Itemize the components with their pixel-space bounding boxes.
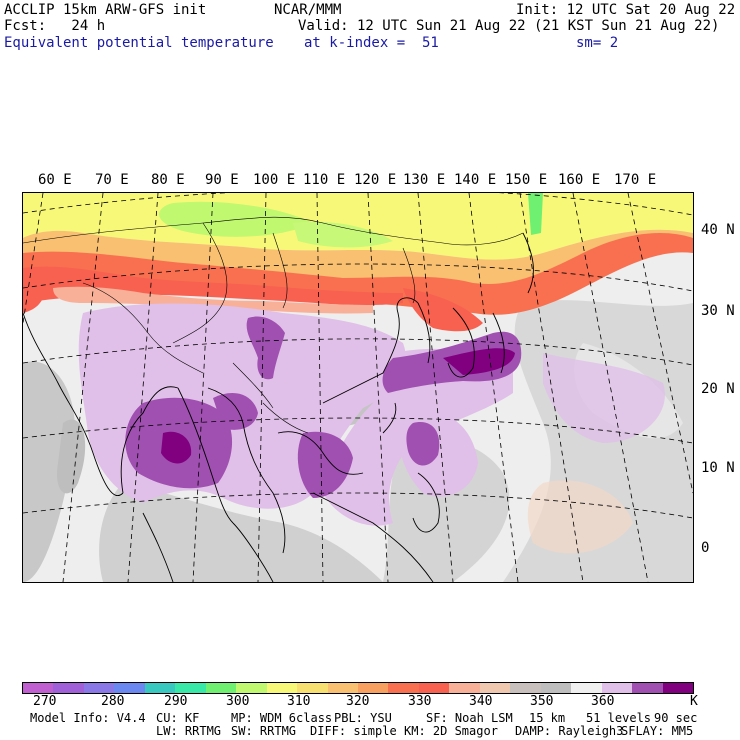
institution: NCAR/MMM	[274, 2, 342, 18]
colorbar-swatch	[662, 683, 693, 693]
footer-item: DIFF: simple	[310, 724, 397, 738]
lon-label: 70 E	[95, 172, 129, 188]
dark-purple-region	[406, 422, 440, 466]
equivalent-potential-temperature-map	[22, 192, 694, 583]
smoothing: sm= 2	[576, 35, 619, 51]
graticule	[23, 193, 693, 582]
colorbar-swatch	[510, 683, 541, 693]
colorbar-tick: 340	[469, 694, 493, 709]
level-index: at k-index = 51	[304, 35, 439, 51]
footer-item: CU: KF	[156, 711, 200, 725]
lon-label: 120 E	[354, 172, 397, 188]
lon-label: 60 E	[38, 172, 72, 188]
colorbar-tick: 280	[101, 694, 125, 709]
footer-item: SFLAY: MM5	[621, 724, 694, 738]
country-borders	[23, 216, 524, 434]
lat-label: 20 N	[701, 381, 735, 397]
lon-label: 130 E	[403, 172, 446, 188]
colorbar-swatch	[571, 683, 602, 693]
dark-purple-region	[297, 431, 353, 498]
colorbar-swatch	[114, 683, 145, 693]
footer-item: MP: WDM 6class	[231, 711, 333, 725]
colorbar-tick: 330	[408, 694, 432, 709]
colorbar-swatch	[388, 683, 419, 693]
colorbar-swatch	[266, 683, 298, 693]
lon-label: 160 E	[558, 172, 601, 188]
colorbar-swatch	[601, 683, 633, 693]
field-name: Equivalent potential temperature	[4, 35, 274, 51]
red-band	[23, 233, 693, 315]
lon-label: 100 E	[253, 172, 296, 188]
dark-purple-region	[213, 393, 258, 430]
footer-item: Model Info: V4.4	[30, 711, 146, 725]
init-time: Init: 12 UTC Sat 20 Aug 22	[516, 2, 736, 18]
colorbar-swatch	[23, 683, 54, 693]
colorbar-swatch	[297, 683, 328, 693]
model-title: ACCLIP 15km ARW-GFS init	[4, 2, 207, 18]
colorbar-tick: 360	[591, 694, 615, 709]
valid-time: Valid: 12 UTC Sun 21 Aug 22 (21 KST Sun …	[298, 18, 720, 34]
lon-label: 110 E	[303, 172, 346, 188]
lon-label: 150 E	[505, 172, 548, 188]
footer-item: PBL: YSU	[334, 711, 392, 725]
lat-label: 30 N	[701, 303, 735, 319]
lon-label: 170 E	[614, 172, 657, 188]
colorbar-swatch	[53, 683, 84, 693]
colorbar-swatch	[175, 683, 206, 693]
colorbar-swatch	[236, 683, 267, 693]
darkest-purple-region	[443, 348, 515, 375]
green-region	[159, 201, 313, 237]
red-band	[23, 266, 403, 306]
colorbar-tick: 350	[530, 694, 554, 709]
footer-item: DAMP: Rayleigh3	[515, 724, 624, 738]
footer-item: LW: RRTMG	[156, 724, 222, 738]
colorbar-tick: 270	[33, 694, 57, 709]
colorbar-swatch	[449, 683, 480, 693]
darkest-purple-region	[161, 431, 192, 464]
colorbar-tick: 320	[346, 694, 370, 709]
colorbar-swatch	[205, 683, 237, 693]
dark-purple-region	[246, 316, 285, 380]
colorbar-swatch	[327, 683, 358, 693]
salmon-band	[53, 286, 373, 314]
lon-label: 90 E	[205, 172, 239, 188]
coastlines	[23, 232, 534, 582]
colorbar-swatch	[144, 683, 176, 693]
colorbar-tick: 310	[287, 694, 311, 709]
colorbar-tick: 300	[226, 694, 250, 709]
colorbar-swatch	[479, 683, 511, 693]
lon-label: 80 E	[151, 172, 185, 188]
green-strip	[528, 193, 543, 235]
map-canvas	[23, 193, 693, 582]
lat-label: 40 N	[701, 222, 735, 238]
colorbar-tick: 290	[164, 694, 188, 709]
forecast-hour: Fcst: 24 h	[4, 18, 106, 34]
footer-item: 15 km	[529, 711, 566, 725]
colorbar	[22, 682, 694, 694]
footer-item: 51 levels	[586, 711, 652, 725]
pale-warm-region	[527, 480, 633, 554]
colorbar-swatch	[83, 683, 115, 693]
colorbar-unit: K	[690, 694, 698, 709]
lat-label: 10 N	[701, 460, 735, 476]
footer-item: SF: Noah LSM	[426, 711, 513, 725]
colorbar-swatch	[357, 683, 389, 693]
lon-label: 140 E	[454, 172, 497, 188]
footer-item: KM: 2D Smagor	[404, 724, 498, 738]
light-purple-region	[543, 353, 665, 443]
colorbar-swatch	[632, 683, 663, 693]
footer-item: 90 sec	[654, 711, 698, 725]
lat-label: 0	[701, 540, 710, 556]
footer-item: SW: RRTMG	[231, 724, 297, 738]
colorbar-swatch	[418, 683, 450, 693]
gray-region	[23, 361, 75, 582]
colorbar-swatch	[540, 683, 572, 693]
